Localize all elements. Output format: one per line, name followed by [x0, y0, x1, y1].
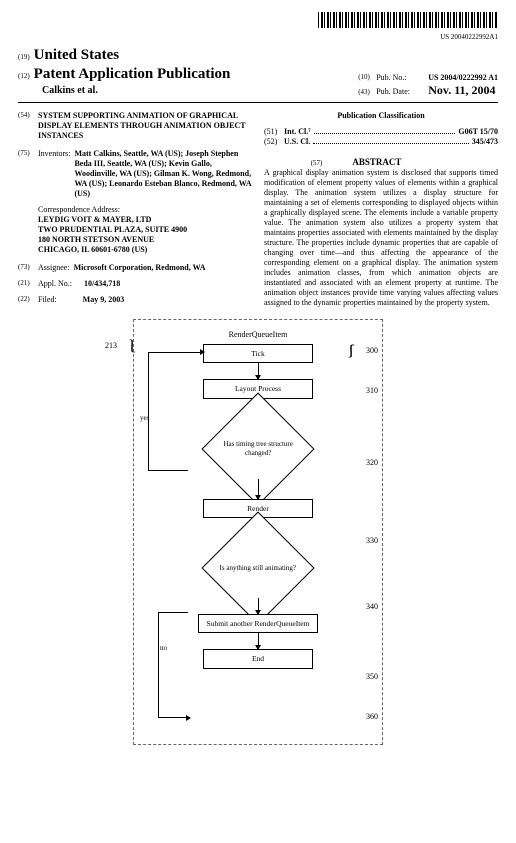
invention-title: SYSTEM SUPPORTING ANIMATION OF GRAPHICAL… [38, 111, 252, 141]
field-num: (21) [18, 279, 38, 289]
assignee: Microsoft Corporation, Redmond, WA [74, 263, 206, 273]
flowchart-title: RenderQueueItem [142, 330, 374, 340]
intcl-row: (51) Int. Cl.⁷ G06T 15/70 [264, 127, 498, 137]
uscl-label: U.S. Cl. [284, 137, 310, 146]
header-line-2: (12) Patent Application Publication [18, 65, 230, 84]
corr-label: Correspondence Address: [38, 205, 252, 215]
edge-no: no [160, 644, 167, 653]
field-num: (10) [358, 73, 376, 83]
ref-360: 360 [366, 712, 378, 722]
pubdate-label: Pub. Date: [376, 87, 428, 97]
arrow-down [258, 479, 259, 499]
field-num: (75) [18, 149, 38, 199]
uscl-row: (52) U.S. Cl. 345/473 [264, 137, 498, 147]
ref-340: 340 [366, 602, 378, 612]
corr-line: LEYDIG VOIT & MAYER, LTD [38, 215, 151, 224]
barcode-region: US 20040222992A1 [18, 12, 498, 42]
left-column: (54) SYSTEM SUPPORTING ANIMATION OF GRAP… [18, 111, 252, 309]
intcl-label: Int. Cl.⁷ [284, 127, 311, 136]
flowchart: RenderQueueItem 300 310 320 330 340 350 … [133, 319, 383, 745]
doc-type: Patent Application Publication [34, 65, 231, 84]
node-end: End [203, 649, 313, 668]
divider [18, 102, 498, 103]
loop-no-h1 [158, 612, 188, 613]
ref-320: 320 [366, 458, 378, 468]
field-num: (57) [311, 159, 323, 168]
field-num: (73) [18, 263, 38, 273]
country: United States [34, 46, 119, 65]
applno-label: Appl. No.: [38, 279, 72, 289]
ref-330: 330 [366, 536, 378, 546]
ref-350: 350 [366, 672, 378, 682]
curly-icon: ⎰ [340, 343, 362, 360]
loop-no [158, 612, 188, 718]
arrow-down [258, 633, 259, 649]
loop-yes-h [148, 470, 188, 471]
field-num: (43) [358, 88, 376, 97]
intcl-value: G06T 15/70 [458, 127, 498, 136]
pubdate-value: Nov. 11, 2004 [428, 83, 495, 98]
barcode [318, 12, 498, 28]
corr-line: 180 NORTH STETSON AVENUE [38, 235, 154, 244]
header-line-1: (19) United States [18, 46, 498, 65]
field-num: (12) [18, 72, 30, 81]
abstract-body: A graphical display animation system is … [264, 168, 498, 308]
filed-label: Filed: [38, 295, 57, 305]
inventors-label: Inventors: [38, 149, 70, 199]
field-num: (51) [264, 127, 284, 137]
dots [313, 137, 469, 144]
abstract-title: ABSTRACT [352, 157, 401, 168]
pub-info: (10) Pub. No.: US 2004/0222992 A1 (43) P… [358, 73, 498, 98]
arrow-down [258, 363, 259, 379]
loop-yes [148, 352, 202, 470]
filed-date: May 9, 2003 [83, 295, 125, 304]
dots [314, 127, 456, 134]
barcode-text: US 20040222992A1 [18, 33, 498, 42]
pubno-value: US 2004/0222992 A1 [428, 73, 498, 83]
corr-line: TWO PRUDENTIAL PLAZA, SUITE 4900 [38, 225, 187, 234]
inventors-list: Matt Calkins, Seattle, WA (US); Joseph S… [74, 149, 252, 199]
field-num: (19) [18, 53, 30, 62]
arrow-down [258, 598, 259, 614]
field-num: (54) [18, 111, 38, 141]
authors: Calkins et al. [18, 85, 98, 98]
applno: 10/434,718 [84, 279, 120, 288]
uscl-value: 345/473 [472, 137, 498, 146]
field-num: (22) [18, 295, 38, 305]
ref-300: 300 [366, 346, 378, 356]
right-column: Publication Classification (51) Int. Cl.… [264, 111, 498, 309]
assignee-label: Assignee: [38, 263, 70, 273]
pub-class-title: Publication Classification [264, 111, 498, 121]
field-num: (52) [264, 137, 284, 147]
edge-yes: yes [140, 414, 149, 423]
ref-310: 310 [366, 386, 378, 396]
pubno-label: Pub. No.: [376, 73, 428, 83]
node-submit: Submit another RenderQueueItem [198, 614, 318, 633]
arrowhead [186, 715, 191, 721]
ref-213: 213 [105, 341, 117, 351]
node-tick: Tick [203, 344, 313, 363]
correspondence: Correspondence Address: LEYDIG VOIT & MA… [38, 205, 252, 255]
corr-line: CHICAGO, IL 60601-6780 (US) [38, 245, 147, 254]
arrowhead [200, 349, 205, 355]
